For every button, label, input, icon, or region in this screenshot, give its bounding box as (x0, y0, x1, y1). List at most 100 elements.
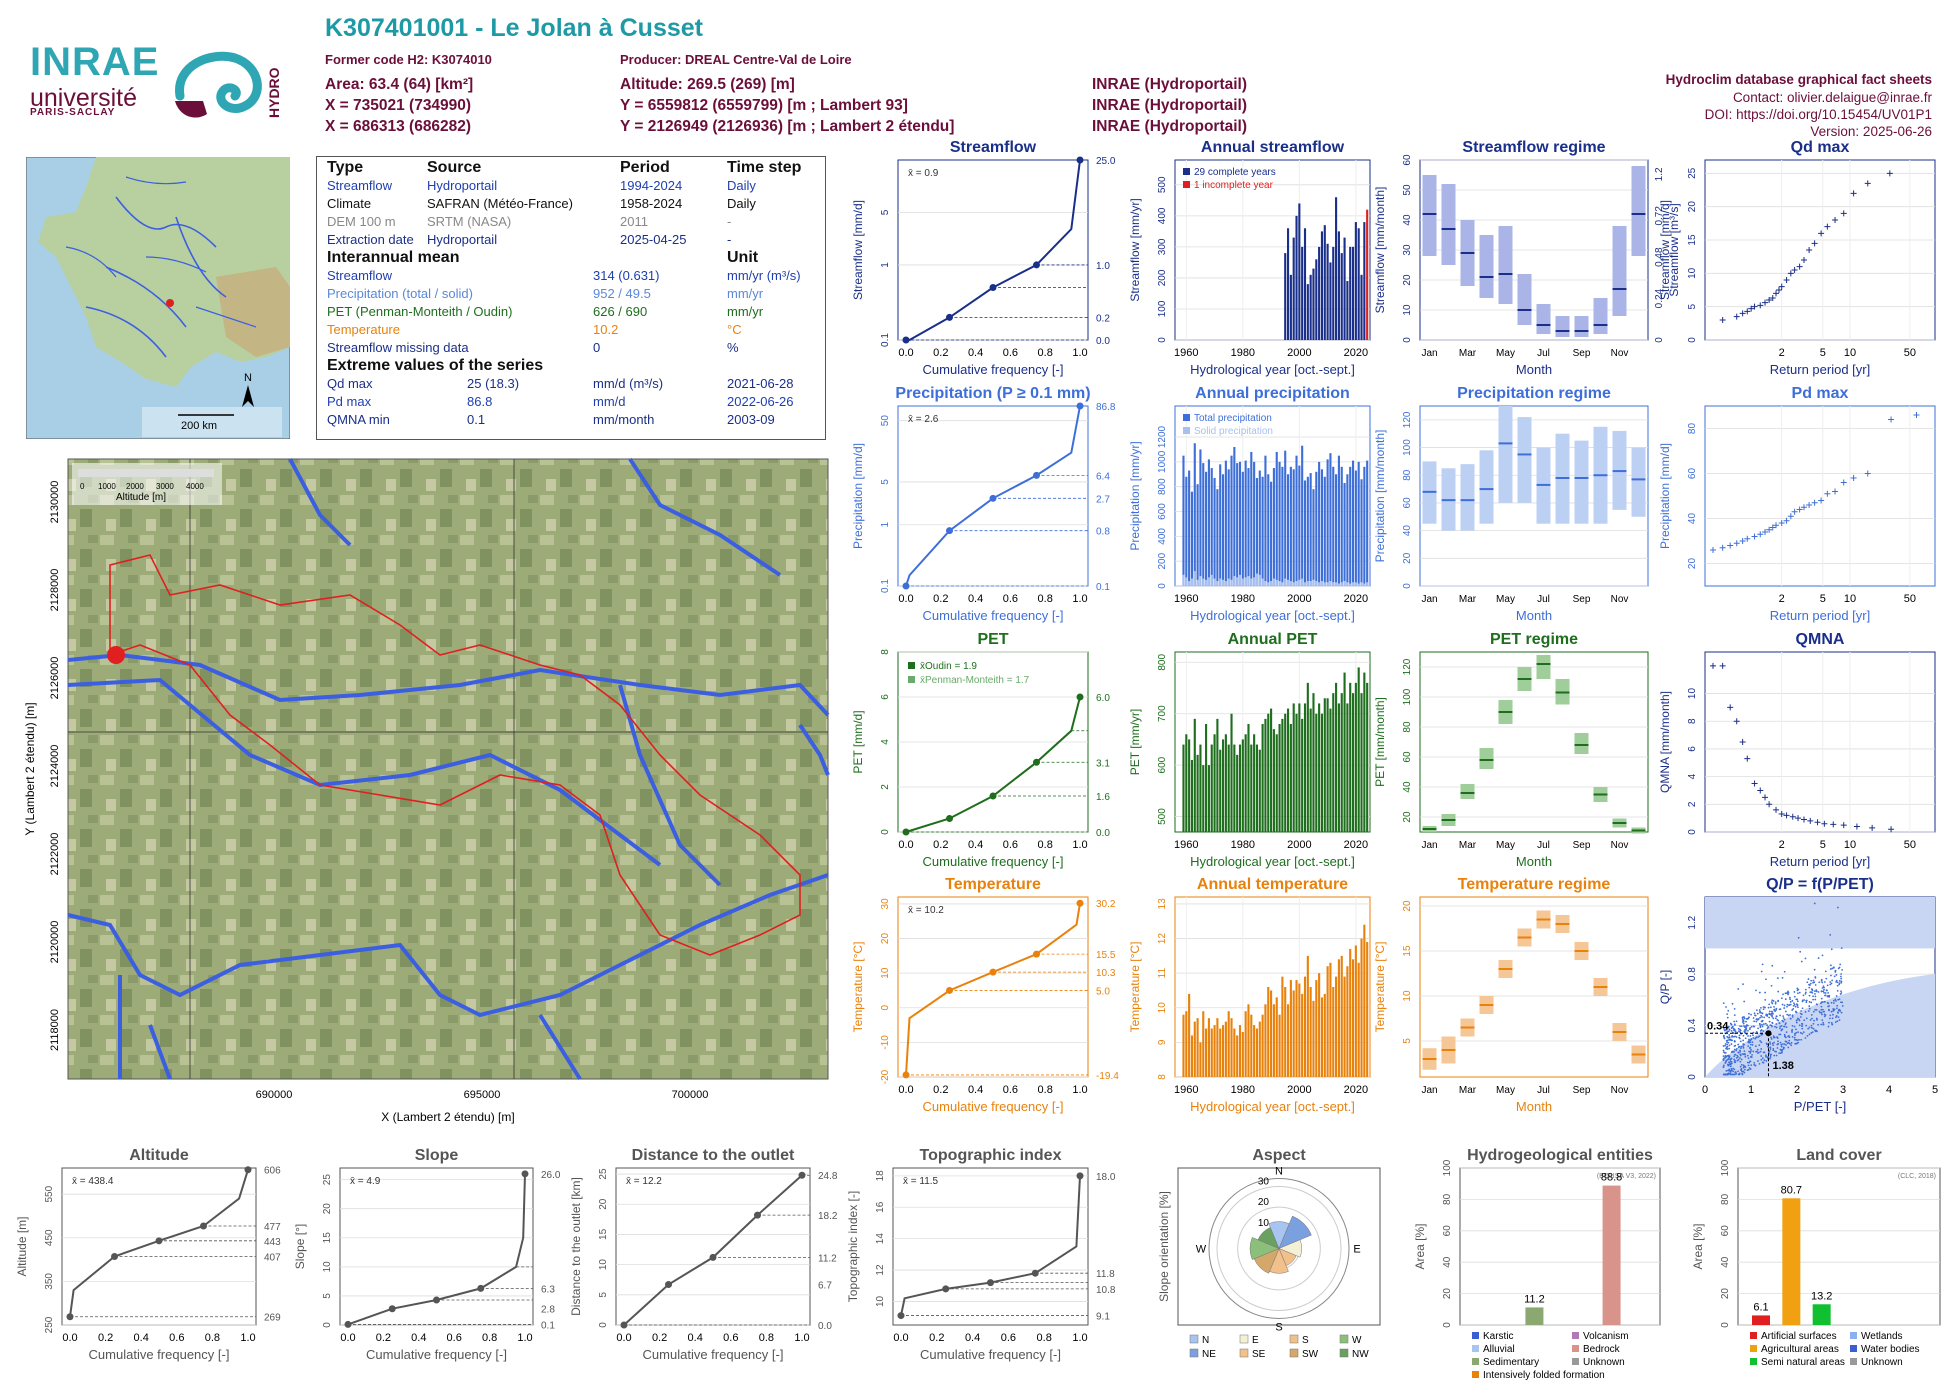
legend-label: SW (1302, 1349, 1319, 1360)
y-tick-label: 12 (875, 1264, 886, 1276)
point (1823, 986, 1825, 989)
point (1759, 1010, 1761, 1013)
bar (1213, 478, 1216, 586)
point (1840, 977, 1843, 980)
quantile-point (155, 1237, 163, 1245)
point (1818, 230, 1825, 237)
point (1834, 998, 1837, 1001)
point (1728, 1044, 1731, 1047)
point (1792, 1007, 1795, 1010)
x-tick-label: 0.6 (1003, 593, 1018, 605)
y-tick-label: 120 (1402, 411, 1413, 428)
right-tick-label: 3.1 (1096, 758, 1110, 769)
bar-solid (1315, 581, 1318, 586)
bar (1233, 744, 1236, 832)
quantile-point (902, 336, 910, 344)
right-tick-label: 2.7 (1096, 494, 1110, 505)
point (1811, 989, 1814, 992)
bar-solid (1309, 581, 1312, 586)
y-tick-label: 1 (880, 522, 891, 528)
y-tick-label: 0 (598, 1322, 609, 1328)
y-tick-label: 0 (1157, 337, 1168, 343)
bar (1343, 672, 1346, 832)
bar (1320, 231, 1324, 340)
bar (1351, 959, 1355, 1077)
right-tick-label: 407 (264, 1253, 281, 1264)
bar (1332, 466, 1335, 586)
point (1728, 1025, 1730, 1028)
legend-label: 29 complete years (1194, 167, 1276, 178)
map-ylabel: Y (Lambert 2 étendu) [m] (23, 702, 37, 835)
bar (1298, 703, 1301, 832)
row-source: SAFRAN (Météo-France) (427, 196, 573, 211)
x-tick-label: 1.0 (794, 1332, 809, 1344)
row-period: 1994-2024 (620, 178, 683, 193)
point (1779, 1025, 1782, 1028)
point (1796, 987, 1799, 990)
point (1780, 1045, 1783, 1048)
point (1749, 1050, 1752, 1053)
chart-xlabel: Cumulative frequency [-] (923, 608, 1064, 623)
point (1759, 1024, 1762, 1027)
quantile-point (665, 1281, 672, 1289)
map-xtick: 700000 (672, 1089, 709, 1101)
point (1828, 1021, 1830, 1024)
bar (1250, 451, 1253, 586)
bar (1182, 1014, 1185, 1077)
box (1555, 316, 1570, 337)
legend-label: Wetlands (1861, 1331, 1903, 1342)
bar (1281, 466, 1284, 586)
bar (1205, 724, 1208, 832)
map-ytick: 2128000 (49, 569, 61, 612)
bar (1284, 713, 1287, 832)
chart-title: Hydrogeological entities (1467, 1147, 1653, 1164)
point (1733, 1035, 1735, 1038)
logo-universite: université (30, 84, 137, 112)
bar (1298, 203, 1301, 340)
x-tick-label: Mar (1459, 348, 1477, 359)
point (1778, 811, 1785, 817)
y-tick-label: 300 (1157, 238, 1168, 255)
chart-ylabel: Altitude [m] (15, 1216, 29, 1276)
y-tick-label: 60 (1720, 1225, 1731, 1237)
y-tick-label: 18 (875, 1170, 886, 1182)
y-tick-label: 0 (1687, 337, 1698, 343)
bar (1366, 682, 1369, 832)
point (1808, 986, 1811, 989)
row-period: 2025-04-25 (620, 232, 687, 247)
point (1723, 1027, 1725, 1030)
legend-label: S (1302, 1335, 1309, 1346)
bar (1301, 445, 1304, 586)
point (1781, 1051, 1783, 1054)
point (1810, 1017, 1813, 1020)
legend-swatch (1572, 1345, 1579, 1352)
point (1782, 1017, 1785, 1019)
point (1727, 1063, 1730, 1066)
bar (1326, 966, 1329, 1077)
bar (1278, 724, 1281, 832)
point (1794, 1032, 1796, 1035)
bar (1286, 1004, 1290, 1077)
y-tick-label: 6 (1687, 746, 1698, 752)
bar (1202, 765, 1205, 832)
y-tick-label: 0 (1157, 583, 1168, 589)
quantile-point (66, 1313, 74, 1321)
bar (1298, 465, 1301, 586)
cdf-line (905, 696, 1081, 833)
legend-swatch (1472, 1358, 1479, 1365)
point (1823, 1013, 1826, 1016)
doi-link[interactable]: DOI: https://doi.org/10.15454/UV01P1 (1704, 107, 1932, 122)
point (1840, 479, 1847, 486)
legend-label: x̄Penman-Monteith = 1.7 (920, 675, 1030, 686)
chart-frame (897, 159, 1089, 341)
x-tick-label: 1.0 (1072, 1084, 1087, 1096)
point (1805, 1024, 1808, 1027)
point (1791, 1035, 1794, 1038)
chart-title: Topographic index (920, 1147, 1062, 1164)
bar (1295, 980, 1298, 1077)
point (1739, 310, 1746, 317)
bar-solid (1289, 581, 1292, 586)
contact[interactable]: Contact: olivier.delaigue@inrae.fr (1732, 90, 1932, 105)
legend-label: Karstic (1483, 1331, 1514, 1342)
